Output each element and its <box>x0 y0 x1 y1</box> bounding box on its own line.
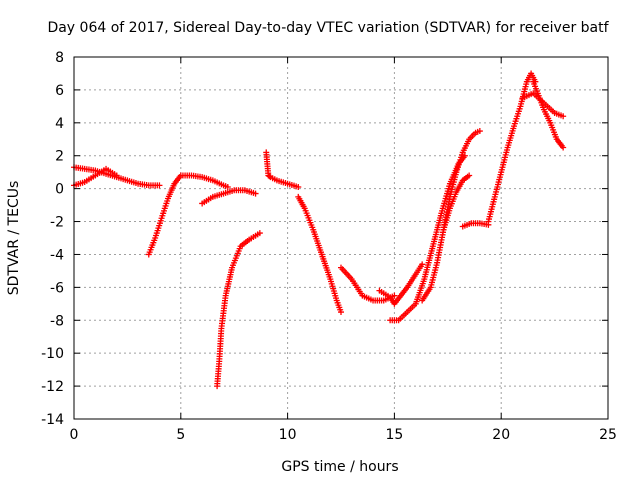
y-tick-label: -6 <box>50 280 64 296</box>
data-point <box>419 261 426 268</box>
data-point <box>560 113 567 120</box>
data-point <box>224 183 231 190</box>
y-tick-label: -8 <box>50 313 64 329</box>
y-axis-label: SDTVAR / TECUs <box>6 181 22 296</box>
y-tick-label: -14 <box>41 412 64 428</box>
y-tick-label: -4 <box>50 247 64 263</box>
series-track-6 <box>263 149 302 190</box>
series-track-12 <box>440 172 473 233</box>
series-track-8 <box>338 264 398 304</box>
series-track-3 <box>145 172 231 258</box>
series-track-13 <box>459 220 492 230</box>
series-track-11 <box>419 128 483 304</box>
series-track-14 <box>485 70 539 225</box>
grid <box>74 57 608 419</box>
data-point <box>466 172 473 179</box>
y-tick-label: 2 <box>55 149 64 165</box>
data-point <box>391 292 398 299</box>
data-point <box>295 183 302 190</box>
chart-title: Day 064 of 2017, Sidereal Day-to-day VTE… <box>47 20 609 36</box>
y-tick-label: -2 <box>50 215 64 231</box>
x-tick-label: 10 <box>279 427 297 443</box>
series-track-5 <box>214 230 263 390</box>
y-tick-label: 6 <box>55 83 64 99</box>
y-tick-label: 0 <box>55 182 64 198</box>
series-track-4 <box>199 187 259 207</box>
data-point <box>113 172 120 179</box>
y-tick-label: 4 <box>55 116 64 132</box>
data-point <box>156 182 163 189</box>
x-axis-label: GPS time / hours <box>281 459 398 475</box>
data-point <box>266 173 273 180</box>
data-point <box>461 152 468 159</box>
x-tick-label: 15 <box>385 427 403 443</box>
y-tick-label: -10 <box>41 346 64 362</box>
data-point <box>338 309 344 316</box>
x-tick-label: 0 <box>70 427 79 443</box>
x-tick-label: 5 <box>176 427 185 443</box>
data-point <box>476 128 483 135</box>
plot-frame <box>73 56 609 420</box>
series-track-9 <box>376 261 426 307</box>
y-tick-label: -12 <box>41 379 64 395</box>
series-track-16 <box>530 78 567 151</box>
x-tick-label: 25 <box>599 427 617 443</box>
y-tick-label: 8 <box>55 50 64 66</box>
series-track-7 <box>295 193 344 316</box>
data-point <box>256 230 263 237</box>
data-point <box>252 190 259 197</box>
data-point <box>560 144 567 151</box>
data-marks <box>71 70 567 390</box>
x-tick-label: 20 <box>492 427 510 443</box>
